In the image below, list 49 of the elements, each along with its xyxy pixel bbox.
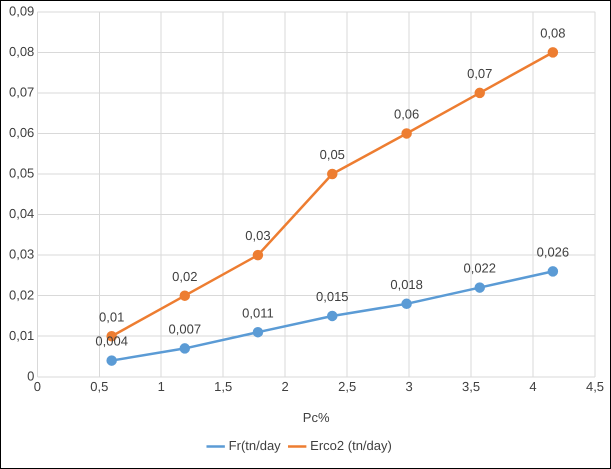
x-tick-label: 1 <box>158 379 165 394</box>
point <box>548 47 558 58</box>
data-label: 0,026 <box>536 244 570 260</box>
data-label: 0,08 <box>540 25 566 40</box>
data-label: 0,011 <box>242 305 274 320</box>
x-tick-label: 3,5 <box>462 379 480 394</box>
x-tick-label: 2 <box>282 379 289 394</box>
x-tick-label: 4,5 <box>586 379 604 394</box>
point <box>180 290 190 301</box>
data-label: 0,05 <box>320 147 345 162</box>
x-tick-label: 3 <box>405 379 413 394</box>
data-label: 0,018 <box>390 276 423 292</box>
x-tick-label: 2,5 <box>338 379 356 394</box>
y-tick-label: 0,05 <box>8 166 34 181</box>
x-axis-title: Pc% <box>302 410 330 425</box>
data-label: 0,015 <box>316 289 349 304</box>
point <box>401 128 412 139</box>
y-tick-label: 0,02 <box>8 287 34 302</box>
data-label: 0,004 <box>95 334 128 349</box>
y-tick-label: 0,09 <box>8 3 34 18</box>
point <box>327 168 338 180</box>
legend-label: Erco2 (tn/day) <box>310 438 392 454</box>
point <box>548 266 558 277</box>
y-tick-label: 0,08 <box>8 44 34 59</box>
data-label: 0,03 <box>245 228 271 244</box>
data-label: 0,07 <box>467 66 492 81</box>
y-tick-label: 0,06 <box>8 125 34 140</box>
point <box>252 250 264 260</box>
point <box>474 88 485 98</box>
x-tick-label: 0,5 <box>90 379 108 394</box>
y-tick-label: 0,04 <box>8 206 34 222</box>
data-label: 0,06 <box>394 106 420 122</box>
point <box>474 282 485 293</box>
y-tick-label: 0,01 <box>8 328 34 343</box>
data-label: 0,01 <box>99 309 124 324</box>
point <box>180 343 190 354</box>
data-label: 0,007 <box>168 321 202 336</box>
data-label: 0,02 <box>172 268 198 284</box>
point <box>327 310 338 322</box>
y-tick-label: 0,03 <box>8 246 34 262</box>
y-tick-label: 0,07 <box>8 84 34 100</box>
x-tick-label: 1,5 <box>214 379 232 394</box>
y-tick-label: 0 <box>27 368 34 384</box>
point <box>401 298 412 310</box>
point <box>252 326 264 338</box>
data-label: 0,022 <box>463 260 496 276</box>
legend-label: Fr(tn/day <box>228 438 282 454</box>
point <box>106 355 117 366</box>
x-tick-label: 4 <box>529 379 537 394</box>
